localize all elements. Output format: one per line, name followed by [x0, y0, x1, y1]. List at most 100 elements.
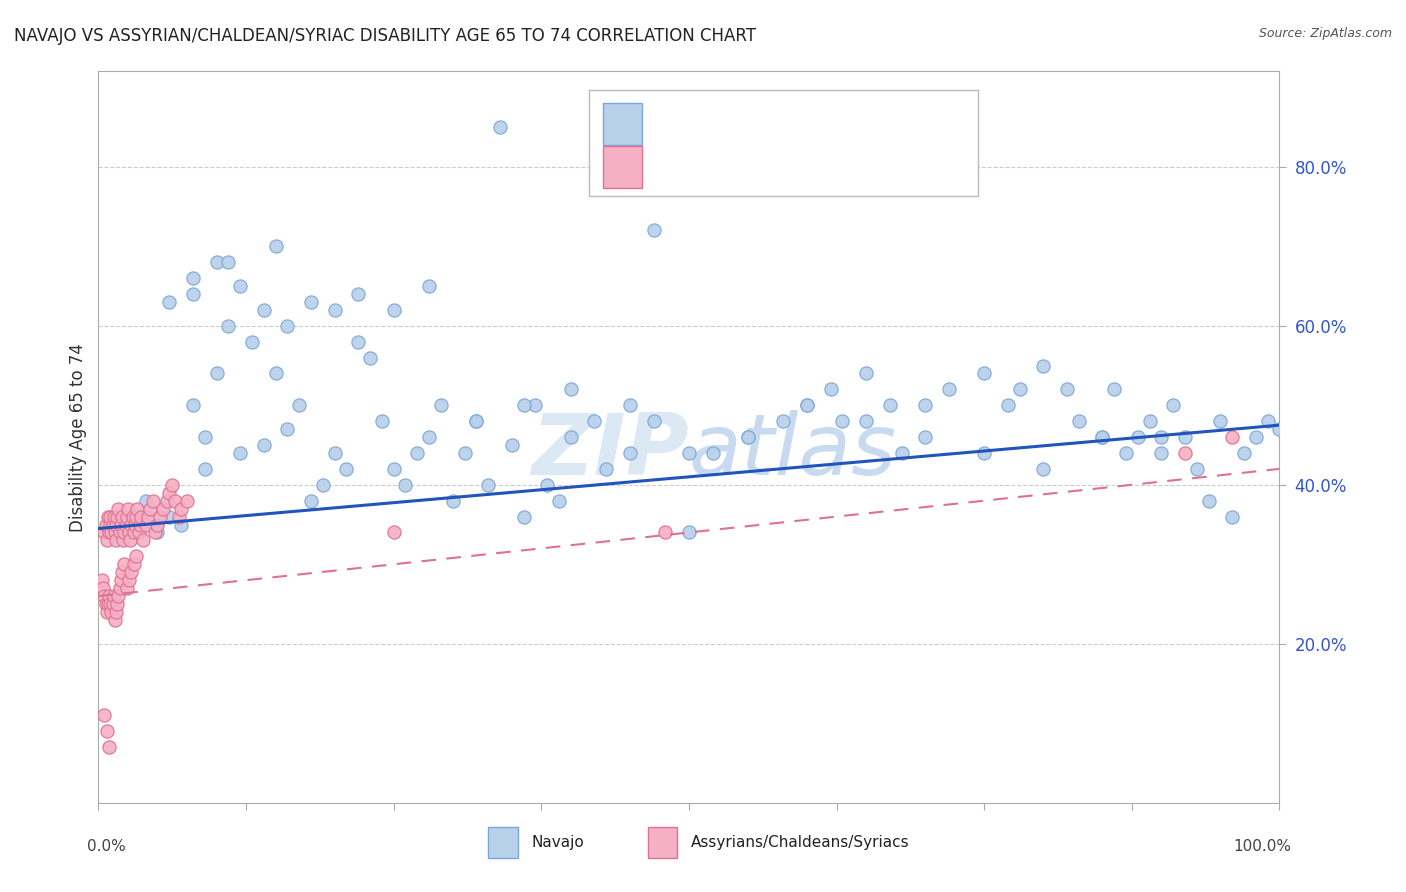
Point — [820, 383, 842, 397]
Point — [465, 414, 488, 428]
Point — [114, 517, 136, 532]
Point — [93, 525, 115, 540]
Point — [98, 509, 121, 524]
Point — [96, 724, 118, 739]
Point — [125, 509, 148, 524]
Point — [1150, 446, 1173, 460]
Point — [98, 597, 121, 611]
FancyBboxPatch shape — [648, 827, 678, 858]
Point — [643, 414, 665, 428]
Point — [382, 302, 405, 317]
Point — [737, 430, 759, 444]
Point — [347, 287, 370, 301]
Point — [108, 525, 131, 540]
Point — [288, 398, 311, 412]
Point — [914, 430, 936, 444]
Point — [855, 367, 877, 381]
Point — [105, 533, 128, 548]
Point — [105, 517, 128, 532]
Point — [890, 446, 912, 460]
Point — [93, 589, 115, 603]
Point — [157, 509, 180, 524]
Point — [253, 438, 276, 452]
Y-axis label: Disability Age 65 to 74: Disability Age 65 to 74 — [69, 343, 87, 532]
Point — [619, 398, 641, 412]
Point — [548, 493, 571, 508]
Point — [101, 517, 124, 532]
Point — [115, 581, 138, 595]
Point — [176, 493, 198, 508]
Text: atlas: atlas — [689, 410, 897, 493]
Point — [323, 302, 346, 317]
Point — [101, 597, 124, 611]
Point — [1091, 430, 1114, 444]
Point — [157, 485, 180, 500]
Point — [167, 509, 190, 524]
Point — [136, 509, 159, 524]
Point — [181, 287, 204, 301]
Point — [170, 501, 193, 516]
Point — [560, 430, 582, 444]
Point — [453, 446, 475, 460]
Point — [583, 414, 606, 428]
Text: NAVAJO VS ASSYRIAN/CHALDEAN/SYRIAC DISABILITY AGE 65 TO 74 CORRELATION CHART: NAVAJO VS ASSYRIAN/CHALDEAN/SYRIAC DISAB… — [14, 27, 756, 45]
Point — [105, 509, 128, 524]
Point — [100, 605, 122, 619]
Point — [323, 446, 346, 460]
Point — [128, 517, 150, 532]
Point — [205, 367, 228, 381]
Point — [127, 501, 149, 516]
Point — [93, 708, 115, 723]
Point — [98, 517, 121, 532]
Point — [229, 279, 252, 293]
Point — [264, 367, 287, 381]
Point — [477, 477, 499, 491]
Text: R =: R = — [659, 158, 699, 177]
Text: 0.359: 0.359 — [724, 115, 782, 133]
Point — [1115, 446, 1137, 460]
Point — [335, 462, 357, 476]
Text: 81: 81 — [877, 158, 903, 177]
Point — [1244, 430, 1267, 444]
Point — [489, 120, 512, 134]
Text: 0.086: 0.086 — [724, 158, 782, 177]
Point — [418, 279, 440, 293]
Point — [938, 383, 960, 397]
Point — [139, 501, 162, 516]
Point — [170, 517, 193, 532]
Point — [115, 509, 138, 524]
Point — [117, 501, 139, 516]
Point — [91, 573, 114, 587]
Point — [91, 581, 114, 595]
FancyBboxPatch shape — [603, 146, 641, 188]
Point — [121, 566, 143, 580]
Point — [98, 740, 121, 755]
Point — [152, 501, 174, 516]
Point — [382, 462, 405, 476]
Point — [112, 525, 135, 540]
Point — [132, 533, 155, 548]
Point — [1161, 398, 1184, 412]
Point — [128, 525, 150, 540]
Point — [121, 517, 143, 532]
Point — [108, 581, 131, 595]
Point — [512, 509, 534, 524]
Point — [146, 517, 169, 532]
Point — [124, 517, 146, 532]
Point — [112, 533, 135, 548]
Point — [165, 493, 187, 508]
Point — [1257, 414, 1279, 428]
FancyBboxPatch shape — [589, 90, 979, 195]
Point — [312, 477, 335, 491]
Point — [149, 509, 172, 524]
Point — [96, 533, 118, 548]
Text: 103: 103 — [877, 115, 915, 133]
Point — [253, 302, 276, 317]
Point — [1032, 462, 1054, 476]
Point — [1056, 383, 1078, 397]
Point — [98, 589, 121, 603]
Point — [122, 558, 145, 572]
Point — [772, 414, 794, 428]
Point — [973, 446, 995, 460]
Point — [678, 446, 700, 460]
